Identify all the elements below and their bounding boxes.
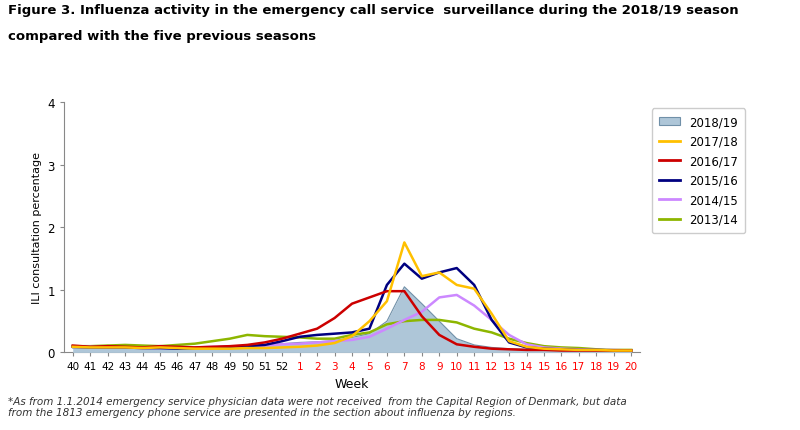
Y-axis label: ILI consultation percentage: ILI consultation percentage — [32, 152, 42, 304]
Text: *As from 1.1.2014 emergency service physician data were not received  from the C: *As from 1.1.2014 emergency service phys… — [8, 396, 626, 417]
Text: Figure 3. Influenza activity in the emergency call service  surveillance during : Figure 3. Influenza activity in the emer… — [8, 4, 738, 17]
Text: compared with the five previous seasons: compared with the five previous seasons — [8, 30, 316, 43]
Legend: 2018/19, 2017/18, 2016/17, 2015/16, 2014/15, 2013/14: 2018/19, 2017/18, 2016/17, 2015/16, 2014… — [652, 109, 746, 233]
X-axis label: Week: Week — [335, 377, 369, 390]
